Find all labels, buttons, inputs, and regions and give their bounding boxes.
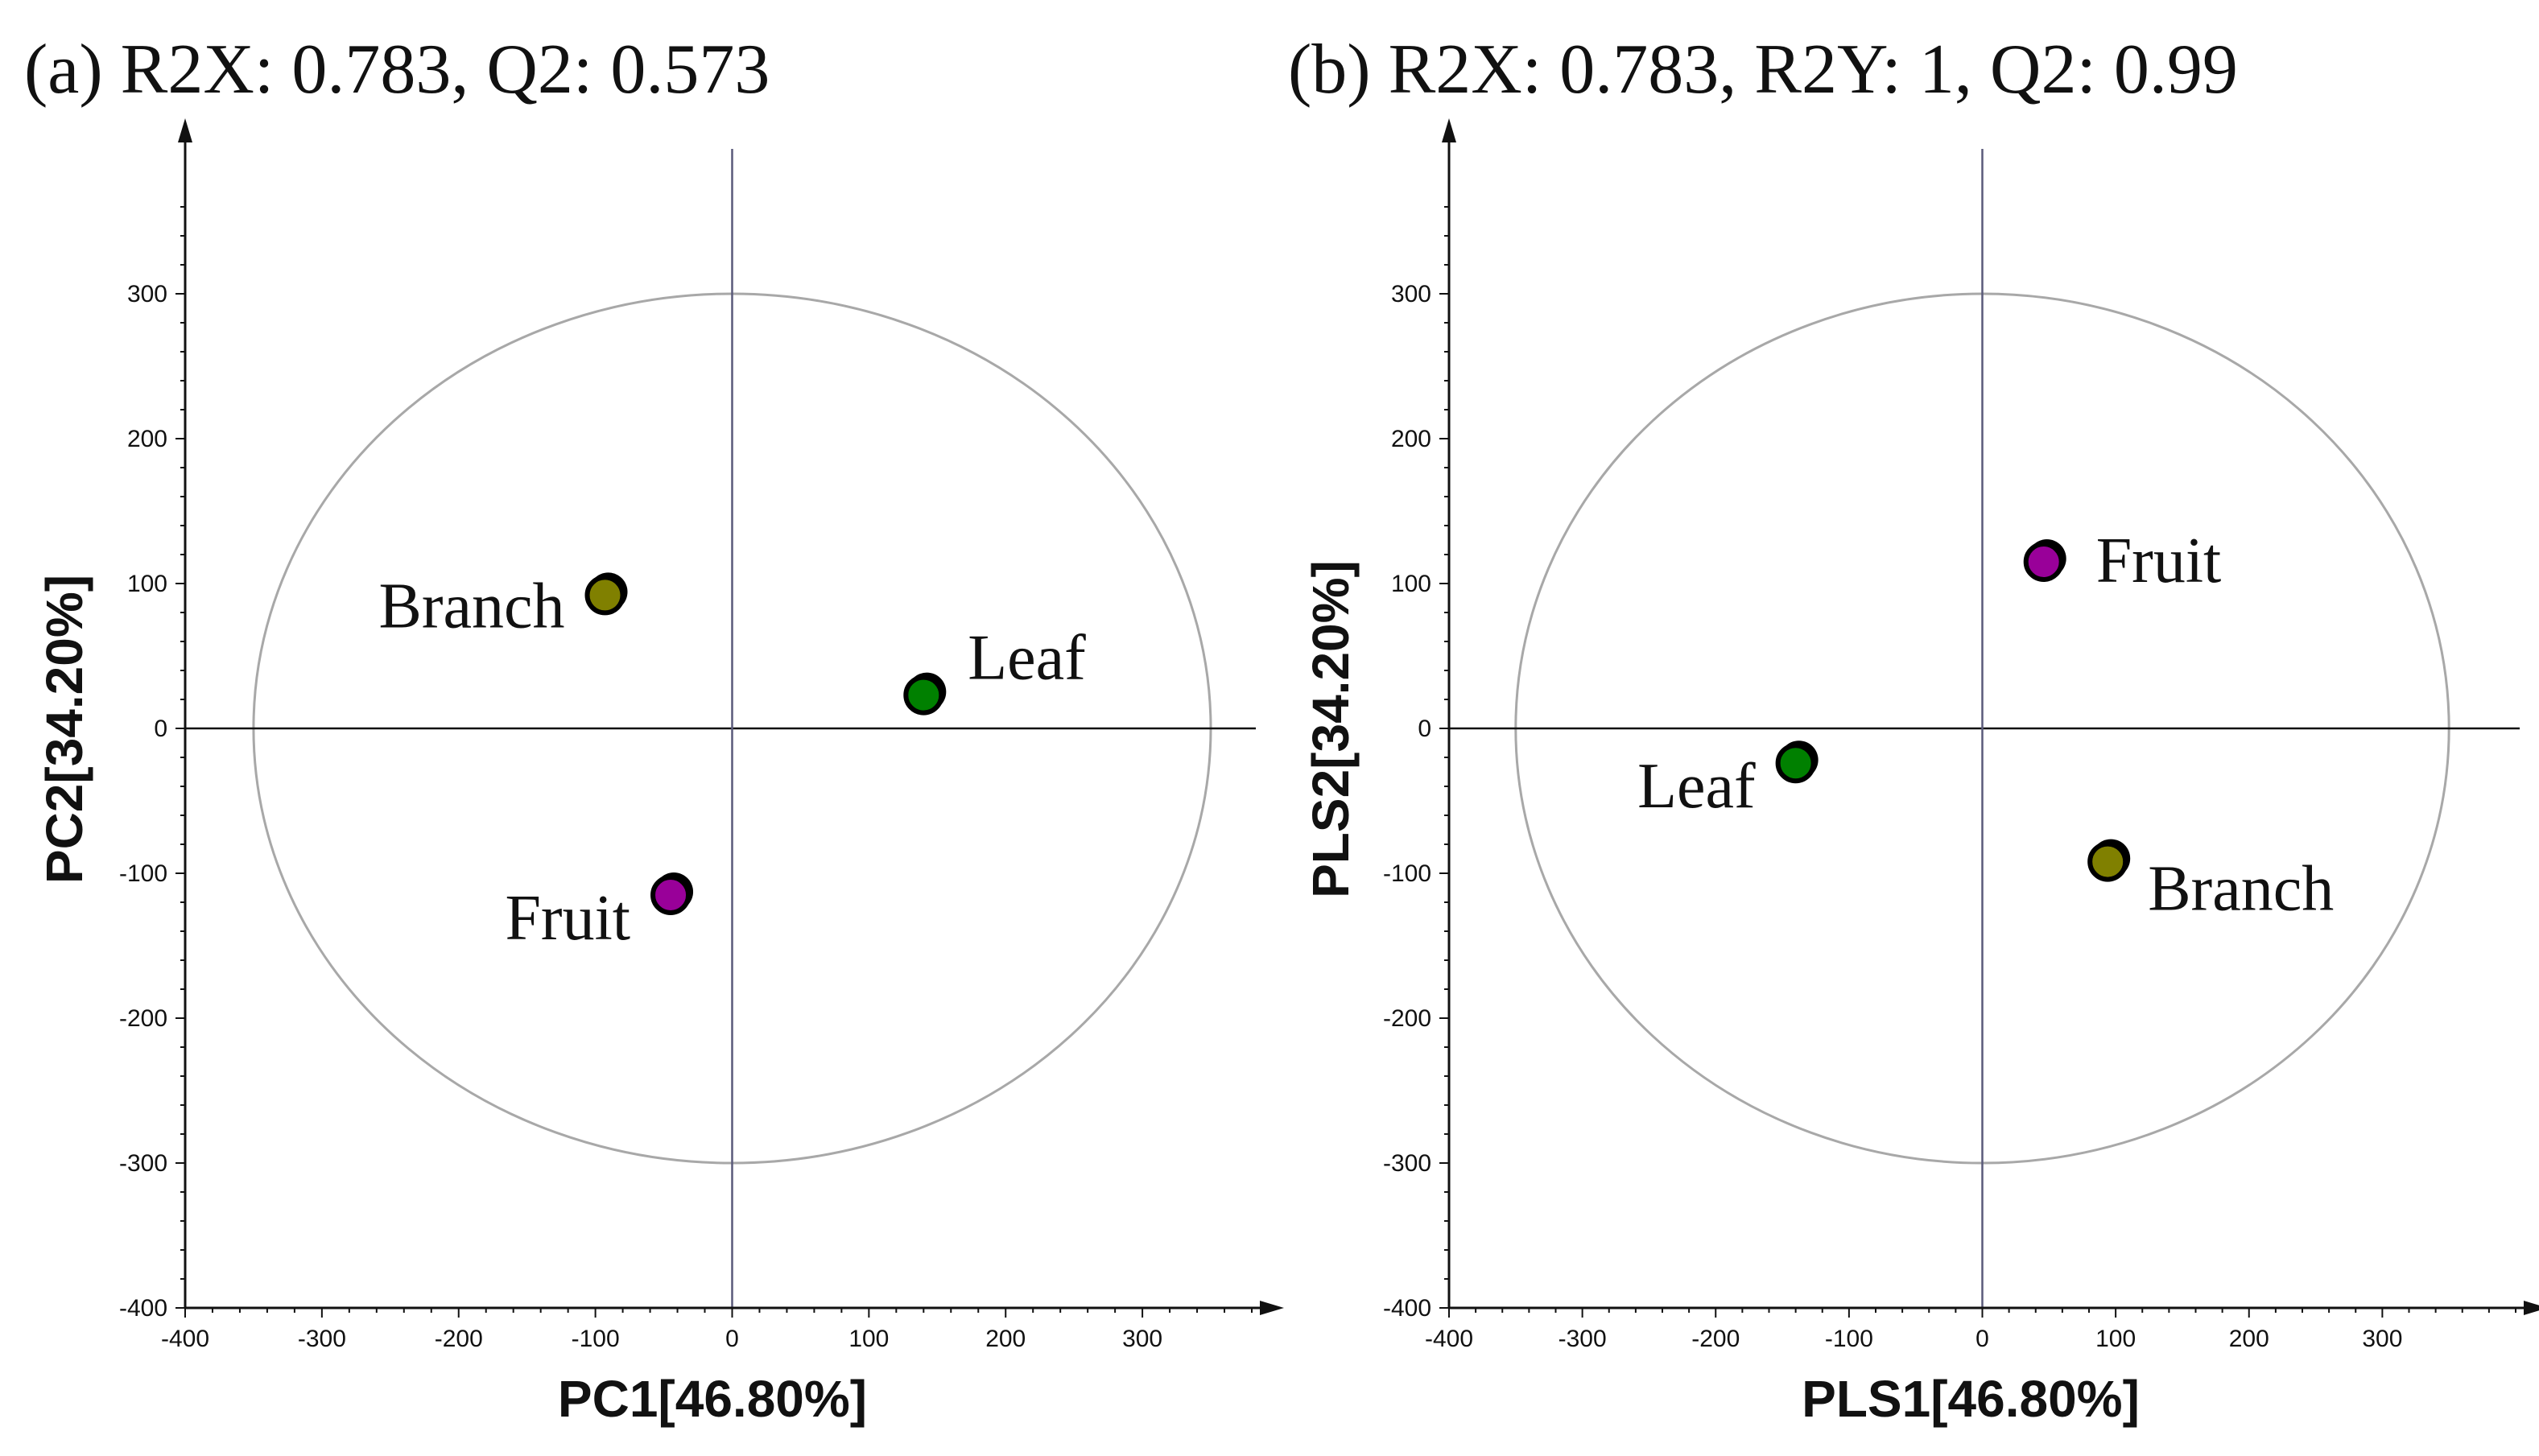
panel-a-x-tick-label: -100 [572,1326,620,1352]
panel-b-y-tick-label: 100 [1391,571,1431,597]
panel-a-y-tick-label: 0 [154,716,167,742]
panel-b-x-tick-label: 300 [2362,1326,2402,1352]
panel-a-x-tick-label: 100 [848,1326,889,1352]
panel-a-y-tick-label: 200 [127,426,167,452]
panel-b-x-tick-label: -100 [1825,1326,1873,1352]
panel-b-y-tick-label: -100 [1383,860,1431,887]
panel-b: (b) R2X: 0.783, R2Y: 1, Q2: 0.99 PLS1[46… [1288,31,2539,1428]
panel-b-point-label-branch: Branch [2148,854,2334,925]
panel-b-x-tick-label: -300 [1558,1326,1607,1352]
panel-a-y-tick-label: 300 [127,281,167,307]
panel-b-y-tick-label: -300 [1383,1150,1431,1177]
panel-b-y-tick-label: 200 [1391,426,1431,452]
panel-a-y-axis-title: PC2[34.20%] [35,575,93,884]
panel-a-x-axis-title: PC1[46.80%] [558,1370,867,1428]
panel-a-y-axis-arrow [178,118,192,142]
panel-a-x-tick-label: 300 [1122,1326,1162,1352]
panel-a-y-tick-label: -200 [119,1005,167,1032]
panel-a-point-label-fruit: Fruit [505,883,630,954]
panel-a-point-leaf [903,674,944,716]
panel-a-point-label-leaf: Leaf [968,623,1086,694]
panel-b-y-tick-label: 0 [1418,716,1431,742]
panel-a-x-tick-label: -200 [435,1326,483,1352]
panel-a-y-tick-label: 100 [127,571,167,597]
panel-b-x-tick-label: 100 [2095,1326,2136,1352]
panel-b-x-tick-label: -400 [1425,1326,1473,1352]
panel-b-y-axis-title: PLS2[34.20%] [1302,560,1360,898]
panel-a: (a) R2X: 0.783, Q2: 0.573 PC1[46.80%] PC… [24,31,1284,1428]
panel-b-x-axis-title: PLS1[46.80%] [1802,1370,2140,1428]
panel-b-x-axis-arrow [2524,1301,2539,1315]
panel-b-point-branch [2087,841,2128,882]
panel-b-x-tick-label: 0 [1975,1326,1989,1352]
panel-b-plot-area: -400 -300 -200 -100 0 100 200 300 -400 -300 -200 -1… [1383,118,2539,1352]
panel-a-point-label-branch: Branch [378,571,564,641]
panel-b-title: (b) R2X: 0.783, R2Y: 1, Q2: 0.99 [1288,31,2238,109]
panel-a-x-tick-label: -400 [161,1326,209,1352]
panel-a-x-tick-label: 0 [725,1326,739,1352]
panel-a-plot-area: -400 -300 -200 -100 0 100 200 300 -400 -300 -200 -1… [119,118,1284,1352]
panel-a-point-branch [584,575,625,616]
panel-a-point-fruit [650,875,692,915]
panel-a-title: (a) R2X: 0.783, Q2: 0.573 [24,31,770,109]
panel-b-x-tick-label: 200 [2229,1326,2269,1352]
panel-b-y-tick-label: -200 [1383,1005,1431,1032]
panel-a-y-tick-label: -100 [119,860,167,887]
panel-a-x-tick-label: -300 [298,1326,346,1352]
panel-b-y-tick-label: 300 [1391,281,1431,307]
panel-b-point-label-leaf: Leaf [1637,751,1756,822]
panel-a-y-tick-label: -400 [119,1295,167,1322]
panel-b-point-fruit [2023,542,2064,582]
panel-b-y-axis-arrow [1442,118,1456,142]
panel-a-y-tick-label: -300 [119,1150,167,1177]
panel-b-point-label-fruit: Fruit [2096,526,2222,596]
panel-a-x-axis-arrow [1260,1301,1284,1315]
panel-b-x-tick-label: -200 [1691,1326,1740,1352]
panel-b-y-tick-label: -400 [1383,1295,1431,1322]
panel-b-point-leaf [1775,743,1816,784]
panel-a-x-tick-label: 200 [985,1326,1026,1352]
